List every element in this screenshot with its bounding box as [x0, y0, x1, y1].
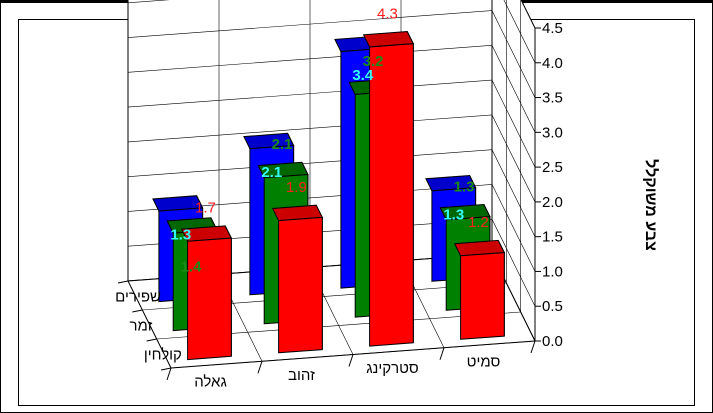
x-category-label: סטרקינג — [366, 360, 419, 377]
y-tick-label: 0.0 — [542, 333, 563, 350]
data-labels: 1.7 1.9 4.3 1.2 1.4 2.1 3.2 1.3 1.3 2.1 3.4 1.3 — [170, 5, 489, 275]
floor-gridline — [170, 340, 536, 369]
depth-tick-mark — [146, 338, 157, 342]
x-category-label: סמיט — [467, 353, 501, 370]
y-tick-label: 4.0 — [542, 55, 563, 72]
bar — [460, 252, 505, 340]
x-category-label: זהוב — [288, 367, 315, 384]
depth-tick-mark — [132, 309, 143, 313]
x-category-label: גאלה — [194, 374, 227, 391]
depth-tick-mark — [160, 367, 172, 371]
y-axis: 0.0 0.5 1.0 1.5 2.0 2.5 3.0 3.5 4.0 4.5 — [534, 20, 563, 350]
data-label: 1.3 — [170, 227, 191, 244]
depth-series-label: זמר — [130, 318, 153, 335]
data-label: 3.4 — [352, 67, 374, 84]
y-tick-label: 2.5 — [542, 159, 563, 176]
category-labels: גאלה זהוב סטרקינג סמיט קולחין זמר שפירים — [115, 289, 500, 391]
y-tick-label: 2.0 — [542, 194, 563, 211]
data-label: 3.2 — [363, 53, 384, 70]
y-tick-label: 4.5 — [542, 20, 563, 37]
data-label: 1.4 — [181, 259, 203, 276]
bar — [278, 216, 323, 354]
x-tick-mark — [530, 340, 536, 354]
y-tick-label: 1.5 — [542, 229, 563, 246]
data-label: 1.3 — [454, 178, 475, 195]
x-tick-mark — [348, 354, 354, 367]
y-tick-label: 1.0 — [542, 263, 563, 280]
data-label: 2.1 — [261, 164, 282, 181]
data-label: 1.2 — [468, 214, 489, 231]
data-label: 1.3 — [443, 206, 464, 223]
y-tick-label: 3.5 — [542, 90, 563, 107]
data-label: 1.9 — [286, 179, 307, 196]
floor-gridline — [127, 280, 172, 369]
x-tick-mark — [257, 361, 263, 374]
x-tick-mark — [439, 347, 445, 360]
depth-series-label: קולחין — [144, 347, 182, 364]
bars-layer — [152, 30, 506, 361]
y-tick-label: 0.5 — [542, 298, 563, 315]
data-label: 4.3 — [377, 5, 398, 22]
depth-series-label: שפירים — [115, 289, 161, 306]
depth-tick-mark — [117, 280, 129, 284]
data-label: 2.1 — [272, 136, 293, 153]
data-label: 1.7 — [195, 200, 216, 217]
x-tick-mark — [166, 367, 172, 381]
y-tick-label: 3.0 — [542, 124, 563, 141]
y-axis-title: צבע משוקלל — [642, 159, 660, 251]
bar — [187, 237, 232, 361]
bar — [369, 43, 414, 347]
